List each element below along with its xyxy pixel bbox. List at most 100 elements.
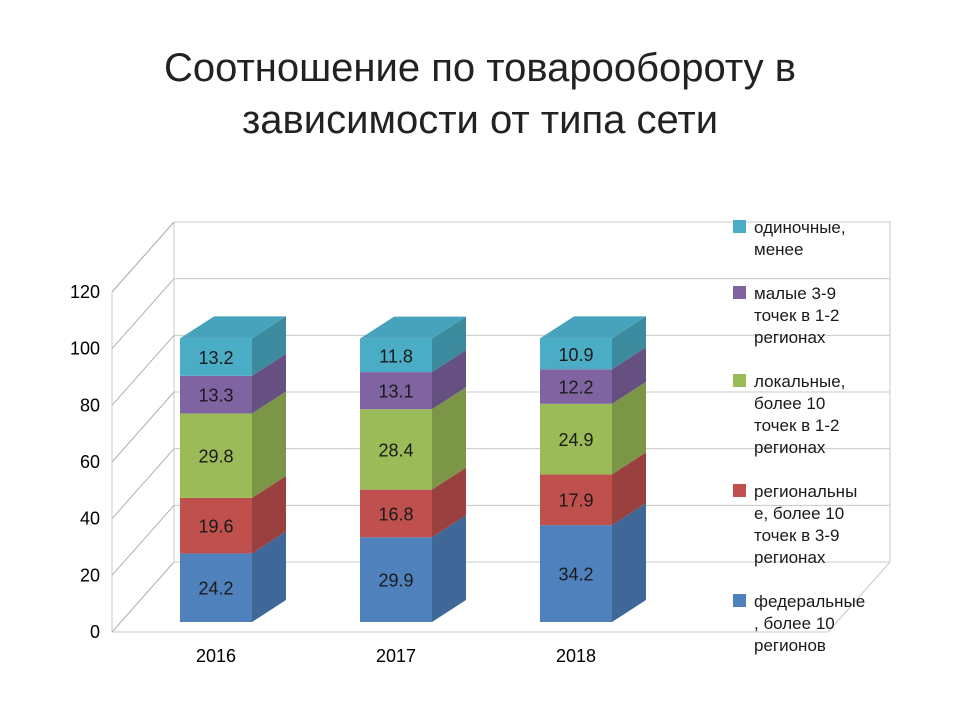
legend-label: локальные, [754, 372, 845, 391]
bar-segment [360, 338, 432, 373]
bar-segment-side [612, 503, 646, 622]
legend-swatch [733, 374, 746, 387]
bar-segment [180, 413, 252, 498]
legend-label: точек в 1-2 [754, 416, 839, 435]
x-axis-tick-labels: 2016 2017 2018 [196, 646, 596, 666]
bar-segment [540, 525, 612, 622]
bar-segment-side [252, 531, 286, 622]
legend-swatch [733, 286, 746, 299]
bar-segment [180, 338, 252, 376]
bar-segment [180, 375, 252, 414]
legend-swatch [733, 594, 746, 607]
legend-label: федеральные [754, 592, 865, 611]
data-label: 10.9 [558, 345, 593, 365]
bar-segment-side [252, 316, 286, 376]
y-tick-label: 80 [80, 395, 100, 415]
data-label: 24.2 [198, 579, 233, 599]
gridline-side [111, 391, 175, 463]
y-tick-label: 0 [90, 622, 100, 642]
bar-segment [360, 537, 432, 622]
bar-stack-2016 [180, 316, 286, 622]
bar-segment-side [432, 515, 466, 622]
data-label: 29.9 [378, 571, 413, 591]
legend-item: одиночные, менее [733, 218, 846, 259]
legend-item: локальные, более 10 точек в 1-2 регионах [733, 372, 845, 457]
bar-segment-side [432, 350, 466, 410]
data-label: 19.6 [198, 517, 233, 537]
legend-label: регионов [754, 636, 826, 655]
bar-segment-side [612, 452, 646, 526]
data-label: 24.9 [558, 430, 593, 450]
bar-segment [540, 338, 612, 370]
bar-segment-side [612, 381, 646, 475]
gridline-side [111, 221, 175, 293]
bar-segment-side [432, 467, 466, 538]
bar-segment [540, 474, 612, 526]
y-tick-label: 40 [80, 509, 100, 529]
bar-segment-side [432, 387, 466, 490]
bar-segment-side [432, 316, 466, 373]
legend-label: регионах [754, 328, 826, 347]
bar-segment-side [612, 316, 646, 370]
bar-segment [360, 409, 432, 490]
bar-segment-side [252, 475, 286, 554]
bar-segment [180, 497, 252, 554]
bar-segment [360, 489, 432, 538]
chart-title-line-1: Соотношение по товарообороту в [163, 46, 797, 90]
gridline-side [111, 448, 175, 519]
y-tick-label: 60 [80, 452, 100, 472]
bar-segment-side [612, 347, 646, 404]
legend-label: региональны [754, 482, 857, 501]
y-tick-label: 100 [70, 339, 100, 359]
legend-label: точек в 1-2 [754, 306, 839, 325]
legend-label: , более 10 [754, 614, 835, 633]
bar-segment [360, 372, 432, 410]
data-label: 11.8 [379, 346, 413, 366]
legend-item: федеральные , более 10 регионов [733, 592, 865, 655]
chart-title: Соотношение по товарообороту в зависимос… [0, 42, 960, 146]
legend-swatch [733, 484, 746, 497]
legend-swatch [733, 220, 746, 233]
data-label: 13.3 [198, 386, 233, 406]
bar-segment-side [252, 353, 286, 414]
legend-label: одиночные, [754, 218, 846, 237]
x-tick-label: 2018 [556, 646, 596, 666]
bar-segment [540, 403, 612, 475]
gridline-side [111, 278, 175, 349]
bar-top [180, 316, 286, 339]
legend-label: регионах [754, 548, 826, 567]
bar-segment-side [252, 391, 286, 498]
legend-label: точек в 3-9 [754, 526, 839, 545]
x-tick-label: 2016 [196, 646, 236, 666]
x-tick-label: 2017 [376, 646, 416, 666]
bar-stack-2018 [540, 316, 646, 622]
data-label: 28.4 [378, 440, 413, 460]
legend-item: региональны е, более 10 точек в 3-9 региона… [733, 482, 857, 567]
gridlines [111, 221, 890, 633]
y-tick-label: 120 [70, 282, 100, 302]
legend-label: менее [754, 240, 803, 259]
y-tick-label: 20 [80, 565, 100, 585]
bar-top [540, 316, 646, 339]
bar-segment [540, 369, 612, 404]
gridline-side [111, 561, 175, 633]
data-label: 17.9 [558, 491, 593, 511]
legend-item: малые 3-9 точек в 1-2 регионах [733, 284, 839, 347]
gridline-side [111, 505, 175, 576]
y-axis-tick-labels: 0 20 40 60 80 100 120 [70, 282, 100, 642]
bar-stack-2017 [360, 316, 466, 622]
data-label: 34.2 [558, 565, 593, 585]
bar-stacks [180, 316, 646, 622]
floor-right-edge [827, 561, 891, 633]
bar-top [360, 316, 466, 339]
data-label: 13.1 [378, 382, 413, 402]
legend-label: более 10 [754, 394, 825, 413]
data-label: 16.8 [378, 504, 413, 524]
gridline-side [111, 335, 175, 406]
chart-title-line-2: зависимости от типа сети [241, 98, 719, 142]
legend-label: е, более 10 [754, 504, 844, 523]
legend-label: регионах [754, 438, 826, 457]
legend: одиночные, менее малые 3-9 точек в 1-2 регио… [733, 218, 865, 655]
